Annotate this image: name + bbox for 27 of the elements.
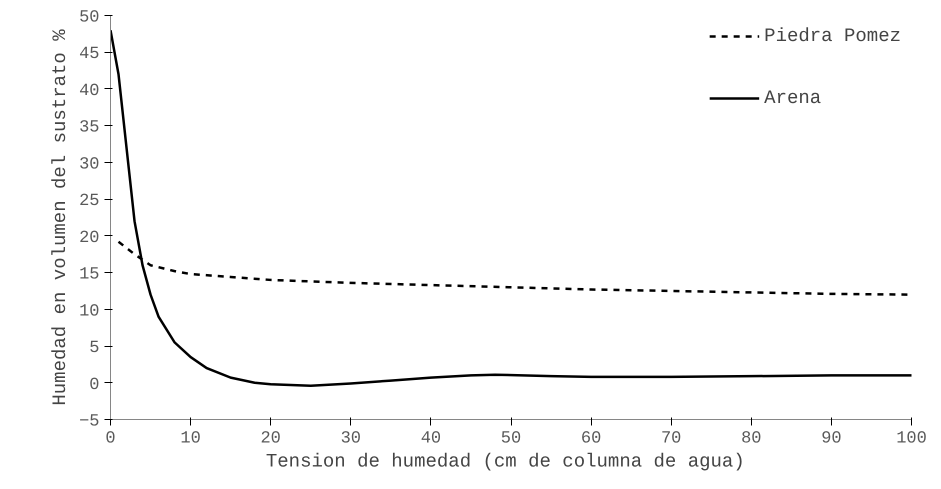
y-axis-title: Humedad en volumen del sustrato % (49, 28, 72, 406)
x-tick-label: 10 (180, 430, 201, 448)
y-tick-label: 25 (79, 192, 100, 212)
y-tick-label: 50 (79, 8, 100, 28)
y-tick-label: 5 (89, 339, 100, 358)
x-tick-label: 0 (105, 430, 116, 448)
y-tick-label: 15 (79, 266, 100, 285)
x-tick-label: 80 (741, 430, 762, 448)
x-axis-title: Tension de humedad (cm de columna de agua) (266, 450, 745, 472)
x-tick-label: 50 (500, 430, 522, 448)
x-tick-label: 40 (420, 430, 442, 448)
x-tick-label: 60 (580, 430, 602, 448)
y-tick-label: 0 (89, 376, 100, 395)
y-tick-label: 30 (79, 155, 100, 174)
x-tick-label: 30 (340, 430, 362, 448)
legend-label: Arena (764, 87, 822, 109)
y-tick-label: 45 (79, 45, 100, 64)
legend-label: Piedra Pomez (764, 25, 901, 47)
x-tick-label: 100 (896, 430, 927, 448)
y-tick-label: 35 (79, 118, 100, 138)
y-tick-label: 40 (79, 82, 100, 101)
y-tick-label: 20 (79, 228, 100, 248)
y-tick-label: 10 (79, 302, 100, 322)
x-tick-label: 70 (661, 430, 682, 448)
x-tick-label: 20 (260, 430, 281, 448)
y-tick-label: −5 (79, 412, 100, 432)
x-tick-label: 90 (821, 430, 842, 448)
